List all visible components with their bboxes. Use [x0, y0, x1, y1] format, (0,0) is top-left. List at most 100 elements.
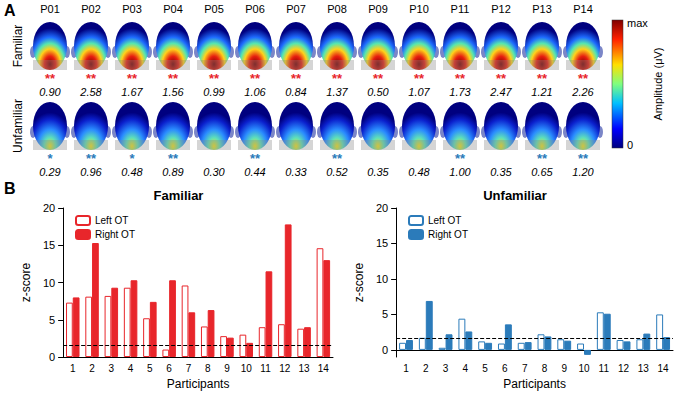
- svg-text:1.67: 1.67: [121, 86, 143, 98]
- svg-text:**: **: [250, 151, 261, 166]
- svg-text:Familiar: Familiar: [154, 188, 204, 203]
- svg-text:0.48: 0.48: [408, 166, 430, 178]
- svg-text:5: 5: [49, 314, 55, 326]
- svg-text:5: 5: [382, 308, 388, 320]
- svg-text:**: **: [455, 151, 466, 166]
- svg-text:0: 0: [49, 351, 55, 363]
- svg-text:*: *: [47, 151, 53, 166]
- svg-text:10: 10: [43, 277, 55, 289]
- svg-text:**: **: [537, 151, 548, 166]
- svg-text:P04: P04: [163, 3, 183, 15]
- svg-text:5: 5: [147, 363, 153, 374]
- svg-text:Amplitude (μV): Amplitude (μV): [652, 48, 664, 121]
- svg-text:0.84: 0.84: [285, 86, 306, 98]
- svg-text:1.06: 1.06: [244, 86, 266, 98]
- svg-text:**: **: [455, 71, 466, 86]
- svg-text:11: 11: [260, 363, 271, 374]
- svg-text:11: 11: [599, 363, 610, 374]
- svg-text:**: **: [373, 71, 384, 86]
- svg-text:0.48: 0.48: [121, 166, 143, 178]
- svg-text:0.44: 0.44: [244, 166, 265, 178]
- svg-text:1.20: 1.20: [572, 166, 594, 178]
- svg-text:2: 2: [89, 363, 95, 374]
- svg-text:P06: P06: [245, 3, 265, 15]
- svg-text:0.35: 0.35: [367, 166, 389, 178]
- svg-text:1.56: 1.56: [162, 86, 184, 98]
- svg-text:P11: P11: [451, 3, 470, 15]
- svg-text:13: 13: [299, 363, 311, 374]
- svg-text:P05: P05: [204, 3, 224, 15]
- svg-text:**: **: [86, 151, 97, 166]
- svg-text:4: 4: [463, 363, 469, 374]
- svg-text:P10: P10: [409, 3, 429, 15]
- svg-text:P12: P12: [491, 3, 511, 15]
- svg-text:Right OT: Right OT: [428, 229, 468, 240]
- svg-text:1.37: 1.37: [326, 86, 348, 98]
- svg-text:2: 2: [423, 363, 429, 374]
- svg-text:15: 15: [43, 239, 55, 251]
- svg-text:**: **: [250, 71, 261, 86]
- svg-text:10: 10: [241, 363, 253, 374]
- svg-text:**: **: [414, 71, 425, 86]
- svg-text:6: 6: [502, 363, 508, 374]
- svg-text:1.21: 1.21: [531, 86, 552, 98]
- svg-text:10: 10: [578, 363, 590, 374]
- svg-text:P14: P14: [573, 3, 593, 15]
- svg-text:0.90: 0.90: [39, 86, 61, 98]
- svg-text:P13: P13: [532, 3, 552, 15]
- svg-text:**: **: [578, 151, 589, 166]
- svg-text:P02: P02: [81, 3, 101, 15]
- svg-text:7: 7: [522, 363, 528, 374]
- svg-text:0: 0: [382, 344, 388, 356]
- svg-text:2.47: 2.47: [489, 86, 512, 98]
- svg-text:P03: P03: [122, 3, 142, 15]
- svg-text:20: 20: [376, 202, 388, 214]
- svg-text:**: **: [332, 151, 343, 166]
- svg-text:3: 3: [109, 363, 115, 374]
- svg-text:0.65: 0.65: [531, 166, 553, 178]
- svg-text:**: **: [127, 71, 138, 86]
- svg-text:12: 12: [618, 363, 630, 374]
- svg-text:P09: P09: [368, 3, 388, 15]
- svg-text:**: **: [496, 71, 507, 86]
- svg-text:8: 8: [542, 363, 548, 374]
- svg-text:1.00: 1.00: [449, 166, 471, 178]
- svg-text:6: 6: [166, 363, 172, 374]
- svg-text:**: **: [86, 71, 97, 86]
- svg-text:Right OT: Right OT: [95, 229, 135, 240]
- svg-text:0.30: 0.30: [203, 166, 225, 178]
- svg-text:0.33: 0.33: [285, 166, 307, 178]
- svg-text:2.26: 2.26: [571, 86, 594, 98]
- svg-text:0.89: 0.89: [162, 166, 183, 178]
- svg-text:Participants: Participants: [503, 377, 566, 391]
- svg-text:2.58: 2.58: [79, 86, 102, 98]
- svg-text:**: **: [168, 151, 179, 166]
- svg-text:**: **: [332, 71, 343, 86]
- svg-text:**: **: [45, 71, 56, 86]
- svg-text:8: 8: [205, 363, 211, 374]
- svg-text:**: **: [578, 71, 589, 86]
- svg-text:z-score: z-score: [19, 263, 33, 303]
- svg-text:**: **: [537, 71, 548, 86]
- svg-text:12: 12: [279, 363, 291, 374]
- svg-text:1.07: 1.07: [408, 86, 430, 98]
- svg-text:P07: P07: [286, 3, 306, 15]
- svg-text:P01: P01: [40, 3, 60, 15]
- svg-text:10: 10: [376, 273, 388, 285]
- svg-text:15: 15: [376, 237, 388, 249]
- svg-text:4: 4: [128, 363, 134, 374]
- svg-text:Familiar: Familiar: [11, 25, 25, 68]
- svg-text:A: A: [4, 2, 16, 19]
- svg-text:20: 20: [43, 202, 55, 214]
- svg-text:0.96: 0.96: [80, 166, 102, 178]
- svg-text:0.35: 0.35: [490, 166, 512, 178]
- svg-text:5: 5: [482, 363, 488, 374]
- svg-text:Unfamiliar: Unfamiliar: [11, 99, 25, 153]
- svg-text:9: 9: [224, 363, 230, 374]
- svg-text:P08: P08: [327, 3, 347, 15]
- svg-text:**: **: [168, 71, 179, 86]
- svg-text:Participants: Participants: [167, 377, 230, 391]
- svg-text:z-score: z-score: [352, 263, 366, 303]
- svg-text:0.50: 0.50: [367, 86, 389, 98]
- svg-text:0: 0: [627, 139, 633, 151]
